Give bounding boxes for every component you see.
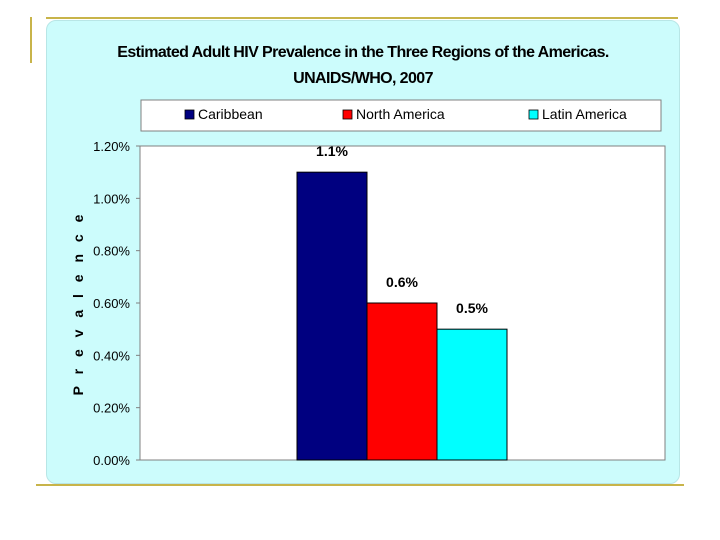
slide-left-rule [30,17,32,63]
legend-swatch [184,109,195,120]
chart-panel: Estimated Adult HIV Prevalence in the Th… [46,20,680,484]
legend-box [140,99,662,132]
legend-swatch [528,109,539,120]
y-tick-label: 0.60% [93,296,130,311]
slide-bottom-rule [36,484,684,486]
y-tick-label: 1.20% [93,139,130,154]
data-label: 0.5% [456,300,488,316]
legend-label: Latin America [542,106,627,122]
chart-subtitle: UNAIDS/WHO, 2007 [293,70,433,87]
y-tick-label: 0.20% [93,401,130,416]
legend-label: Caribbean [198,106,263,122]
legend-swatch [342,109,353,120]
y-tick-label: 0.80% [93,244,130,259]
y-tick-label: 0.40% [93,348,130,363]
y-tick-label: 0.00% [93,453,130,468]
legend-label: North America [356,106,445,122]
bar-caribbean [296,171,368,461]
data-label: 0.6% [386,274,418,290]
chart-title: Estimated Adult HIV Prevalence in the Th… [117,44,609,61]
chart-canvas: Estimated Adult HIV Prevalence in the Th… [70,44,666,468]
y-tick-label: 1.00% [93,191,130,206]
y-axis: 0.00% 0.20% 0.40% 0.60% 0.80% 1.00% 1.20% [93,139,140,468]
legend: Caribbean North America Latin America [184,106,627,122]
bar-north-america [366,302,438,461]
bar-latin-america [436,328,508,461]
y-axis-label: P r e v a l e n c e [70,211,86,396]
data-label: 1.1% [316,143,348,159]
slide-top-rule [46,17,678,19]
bars [296,171,508,461]
data-labels: 1.1% 0.6% 0.5% [316,143,488,316]
